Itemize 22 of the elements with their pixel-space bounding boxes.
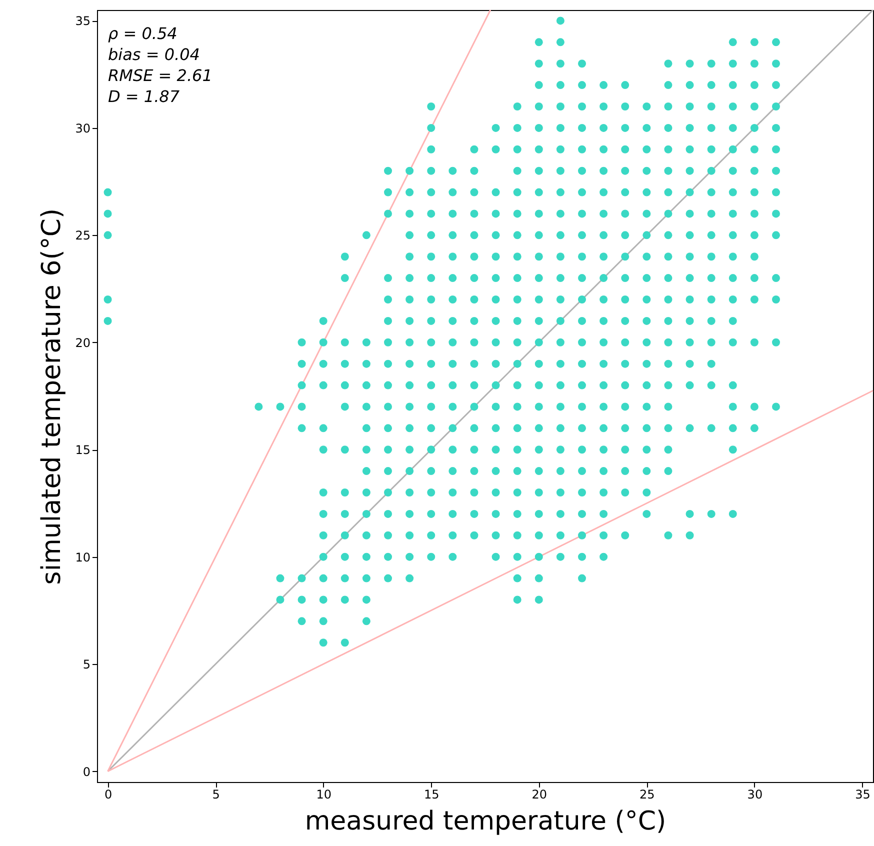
x-tick-label: 30 <box>747 788 763 802</box>
x-tick-label: 0 <box>104 788 112 802</box>
y-tick-label: 5 <box>82 658 90 672</box>
annotation: RMSE = 2.61 <box>108 66 212 85</box>
x-tick-label: 15 <box>424 788 440 802</box>
y-axis-title: simulated temperature 6(°C) <box>37 208 68 585</box>
y-tick-label: 35 <box>75 14 90 28</box>
y-tick-label: 10 <box>75 550 90 564</box>
y-tick-label: 0 <box>82 764 90 779</box>
y-tick-label: 30 <box>75 121 90 136</box>
x-tick-label: 5 <box>212 788 220 802</box>
x-axis-title: measured temperature (°C) <box>304 806 666 836</box>
x-tick-label: 10 <box>316 788 332 802</box>
x-tick-label: 20 <box>532 788 548 802</box>
annotation: D = 1.87 <box>108 87 180 106</box>
y-tick-label: 15 <box>75 443 90 458</box>
annotation: ρ = 0.54 <box>108 24 178 43</box>
x-tick-label: 35 <box>855 788 870 802</box>
y-tick-label: 25 <box>75 228 90 243</box>
annotation: bias = 0.04 <box>108 45 200 64</box>
y-tick-label: 20 <box>75 336 90 350</box>
x-tick-label: 25 <box>640 788 655 802</box>
